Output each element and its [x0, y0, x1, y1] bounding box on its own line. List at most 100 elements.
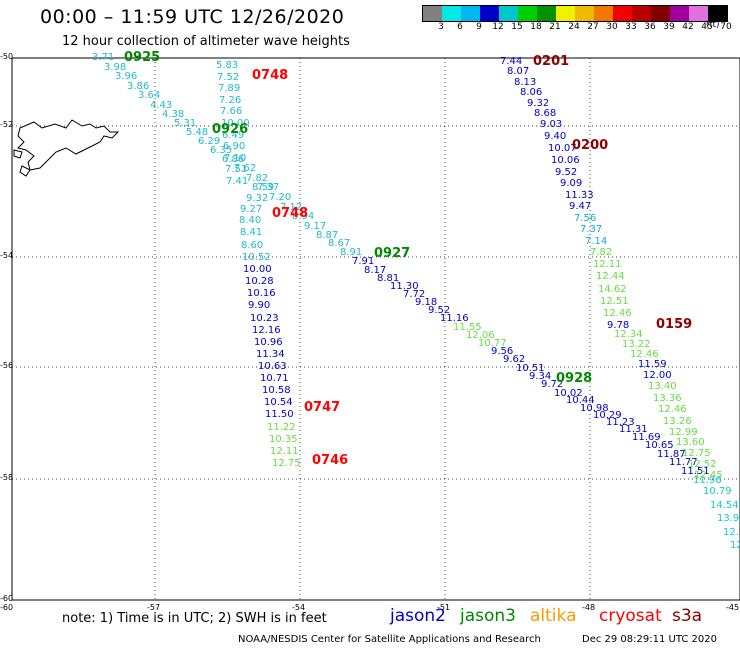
- color-scale-swatch: [423, 6, 442, 21]
- wave-height-value: 11.69: [632, 432, 661, 443]
- wave-height-value: 10.00: [243, 264, 272, 275]
- longitude-label: -51: [437, 603, 451, 612]
- color-scale-tick: 39: [663, 22, 675, 32]
- wave-height-value: 12.: [723, 527, 739, 538]
- color-scale-tick: 24: [568, 22, 580, 32]
- wave-height-value: 11.31: [619, 424, 648, 435]
- wave-height-value: 9.52: [555, 167, 578, 178]
- wave-height-value: 8.41: [240, 227, 263, 238]
- color-scale-tick: 33: [625, 22, 637, 32]
- wave-height-value: 7.41: [226, 176, 249, 187]
- color-scale-swatch: [689, 6, 708, 21]
- latitude-label: -50: [0, 52, 14, 61]
- wave-height-value: 9.78: [607, 320, 630, 331]
- color-scale-tick: 70: [720, 22, 732, 32]
- wave-height-value: 11.77: [669, 457, 698, 468]
- longitude-label: -57: [147, 603, 161, 612]
- wave-height-value: 7.10: [224, 153, 247, 164]
- wave-height-value: 10.65: [645, 440, 674, 451]
- wave-height-value: 6.90: [223, 141, 246, 152]
- wave-height-value: 12: [730, 540, 740, 551]
- wave-height-value: 4.43: [150, 100, 173, 111]
- wave-height-value: 10.96: [254, 337, 283, 348]
- wave-height-value: 8.06: [520, 87, 543, 98]
- wave-height-value: 10.29: [593, 410, 622, 421]
- wave-height-value: 11.30: [390, 281, 419, 292]
- wave-height-value: 9.34: [529, 371, 552, 382]
- longitude-label: -60: [0, 603, 14, 612]
- wave-height-value: 13.36: [653, 393, 682, 404]
- color-scale-tick: 45: [701, 22, 713, 32]
- color-scale-swatch: [480, 6, 499, 21]
- wave-height-value: 3.64: [138, 90, 161, 101]
- wave-height-value: 12.46: [658, 404, 687, 415]
- wave-height-value: 9.47: [569, 201, 592, 212]
- wave-height-value: 8.60: [241, 240, 264, 251]
- wave-height-value: 11.59: [638, 359, 667, 370]
- wave-height-value: 11.87: [657, 449, 686, 460]
- wave-height-value: 10.02: [554, 388, 583, 399]
- wave-height-value: 14.62: [598, 284, 627, 295]
- wave-height-value: 13.26: [663, 416, 692, 427]
- wave-height-value: 11.34: [256, 349, 285, 360]
- wave-height-value: 7.89: [218, 83, 241, 94]
- wave-height-value: 7.56: [574, 213, 597, 224]
- wave-height-value: 10.07: [548, 143, 577, 154]
- wave-height-value: 7.51: [225, 164, 248, 175]
- wave-height-value: 8.13: [514, 77, 537, 88]
- wave-height-value: 10.06: [551, 155, 580, 166]
- map-frame: [11, 57, 740, 601]
- pass-time-label: 0927: [374, 246, 411, 261]
- pass-time-label: 0747: [304, 400, 341, 415]
- wave-height-value: 10.63: [258, 361, 287, 372]
- wave-height-value: 8.87: [316, 230, 339, 241]
- wave-height-value: 13.60: [676, 437, 705, 448]
- satellite-legend-jason3: jason3: [460, 606, 516, 626]
- pass-time-label: 0746: [312, 453, 349, 468]
- wave-height-value: 10.00: [221, 118, 250, 129]
- wave-height-value: 11.23: [606, 417, 635, 428]
- wave-height-value: 11.51: [681, 466, 710, 477]
- wave-height-value: 9.18: [415, 297, 438, 308]
- wave-height-value: 12.75: [682, 448, 711, 459]
- wave-height-value: 7.44: [500, 56, 523, 67]
- satellite-legend-cryosat: cryosat: [599, 606, 662, 626]
- graticule: [12, 58, 740, 600]
- color-scale-tick: 36: [644, 22, 656, 32]
- wave-height-value: 11.50: [265, 409, 294, 420]
- wave-height-value: 7.66: [220, 106, 243, 117]
- color-scale-swatch: [632, 6, 651, 21]
- wave-height-value: 5.83: [216, 60, 239, 71]
- wave-height-value: 9.62: [503, 354, 526, 365]
- wave-height-value: 7.37: [580, 224, 603, 235]
- wave-height-value: 10.16: [247, 288, 276, 299]
- wave-height-value: 8.67: [328, 238, 351, 249]
- wave-height-value: 7.82: [246, 173, 269, 184]
- longitude-label: -48: [582, 603, 596, 612]
- wave-height-value: 12.46: [603, 308, 632, 319]
- wave-height-value: 12.34: [614, 329, 643, 340]
- satellite-legend-altika: altika: [530, 606, 577, 626]
- color-scale-tick: 6: [457, 22, 463, 32]
- pass-time-label: 0926: [212, 122, 249, 137]
- wave-height-value: 8.07: [507, 66, 530, 77]
- wave-height-value: 14.54: [710, 500, 739, 511]
- wave-height-value: 11.22: [267, 422, 296, 433]
- wave-height-value: 9.03: [540, 119, 563, 130]
- color-scale-tick: 18: [530, 22, 542, 32]
- color-scale-bar: [422, 5, 728, 22]
- color-scale-swatch: [461, 6, 480, 21]
- color-scale-tick: 42: [682, 22, 694, 32]
- wave-height-value: 7.91: [352, 256, 375, 267]
- color-scale-tick: 3: [438, 22, 444, 32]
- wave-height-value: 7.20: [269, 192, 292, 203]
- wave-height-value: 10.77: [478, 338, 507, 349]
- color-scale-swatch: [670, 6, 689, 21]
- color-scale-swatch: [442, 6, 461, 21]
- wave-height-value: 7.37: [257, 182, 280, 193]
- color-scale-tick: 9: [476, 22, 482, 32]
- longitude-label: -45: [726, 603, 740, 612]
- wave-height-value: 12.11: [270, 446, 299, 457]
- wave-height-value: 12.11: [593, 259, 622, 270]
